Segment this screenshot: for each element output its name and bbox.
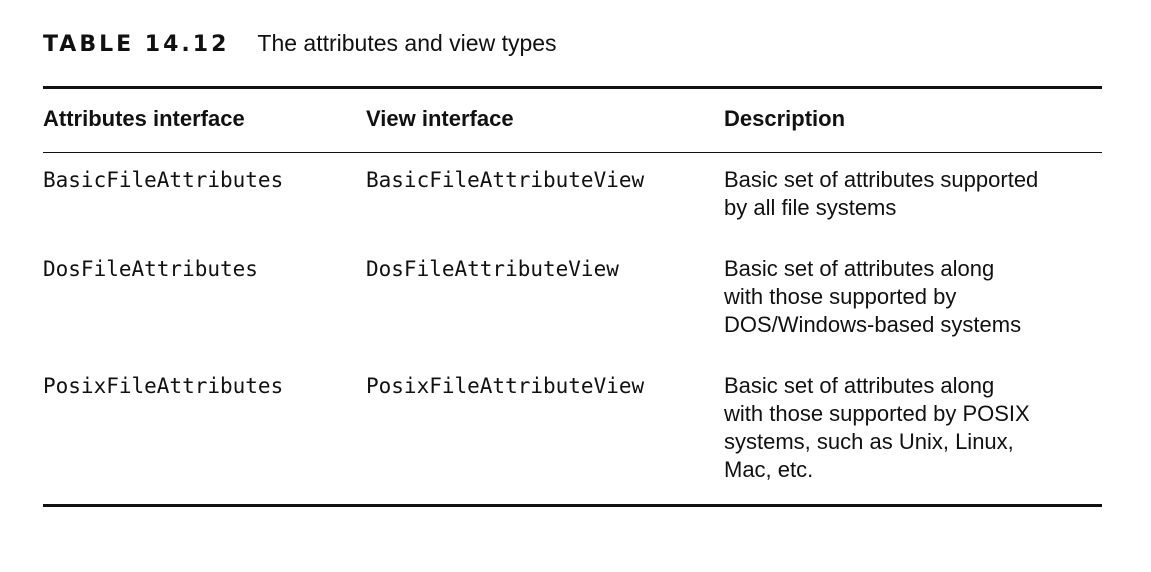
row-1-description: Basic set of attributes supported by all… [724,166,1094,222]
row-2-view-interface: DosFileAttributeView [366,257,619,281]
description-line: with those supported by [724,284,957,309]
row-3-description: Basic set of attributes along with those… [724,372,1094,484]
row-1-attributes-interface: BasicFileAttributes [43,168,284,192]
column-header-attributes-interface: Attributes interface [43,106,245,131]
table-bottom-rule [43,504,1102,507]
table-title: The attributes and view types [257,30,557,56]
description-line: Basic set of attributes along [724,256,995,281]
description-line: DOS/Windows-based systems [724,312,1022,337]
description-line: Basic set of attributes supported [724,167,1039,192]
description-line: Basic set of attributes along [724,373,995,398]
table-caption: TABLE 14.12 The attributes and view type… [43,30,557,62]
description-line: Mac, etc. [724,457,814,482]
row-2-description: Basic set of attributes along with those… [724,255,1094,339]
header-divider-rule [43,152,1102,153]
description-line: by all file systems [724,195,897,220]
table-number: TABLE 14.12 [43,32,230,57]
table-top-rule [43,86,1102,89]
row-1-view-interface: BasicFileAttributeView [366,168,645,192]
column-header-description: Description [724,106,846,131]
row-3-view-interface: PosixFileAttributeView [366,374,645,398]
column-header-view-interface: View interface [366,106,514,131]
row-3-attributes-interface: PosixFileAttributes [43,374,284,398]
description-line: systems, such as Unix, Linux, [724,429,1014,454]
row-2-attributes-interface: DosFileAttributes [43,257,258,281]
description-line: with those supported by POSIX [724,401,1030,426]
